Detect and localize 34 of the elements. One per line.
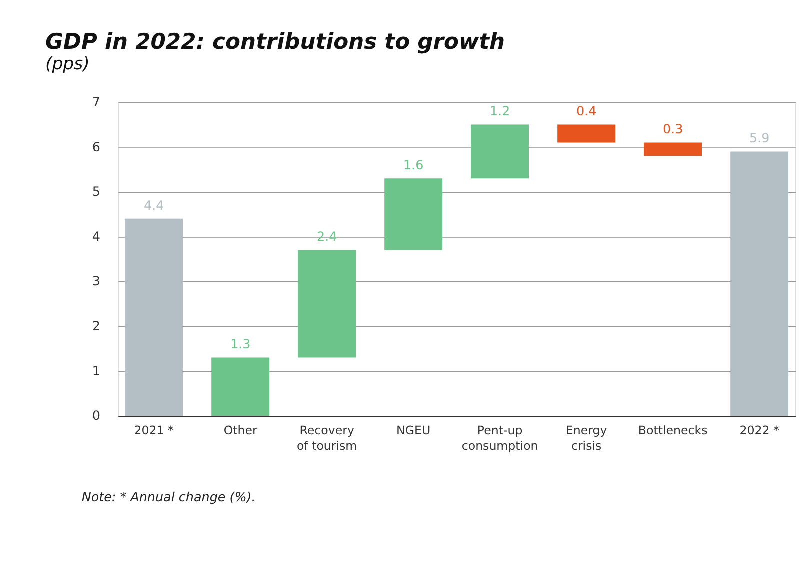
bar (644, 142, 702, 156)
y-tick-label: 6 (92, 139, 100, 154)
x-tick-label: Other (224, 424, 258, 438)
x-tick-label: Recovery of tourism (296, 424, 358, 454)
bar (125, 218, 184, 416)
y-tick-label: 2 (92, 318, 100, 334)
x-tick-label: Bottlenecks (638, 424, 708, 438)
data-label: 1.6 (403, 157, 424, 172)
y-tick-label: 7 (92, 94, 100, 110)
data-label: 1.3 (230, 336, 251, 352)
bar (384, 178, 443, 250)
y-tick-label: 0 (92, 408, 100, 424)
text: Note: * Annual change (%). (82, 490, 256, 504)
data-label: 5.9 (749, 130, 770, 146)
x-tick-label: 2021 * (134, 424, 174, 438)
bar (558, 124, 616, 143)
data-label: 0.4 (576, 104, 597, 119)
bar (730, 152, 789, 416)
y-tick-label: 1 (92, 363, 100, 378)
y-tick-label: 4 (92, 228, 100, 244)
chart-title: GDP in 2022: contributions to growth (45, 30, 506, 55)
x-tick-label: Pent-up consumption (462, 424, 538, 454)
y-tick-label: 5 (92, 184, 100, 200)
chart-subtitle: (pps) (45, 54, 90, 75)
x-tick-label: 2022 * (740, 424, 780, 438)
data-label: 4.4 (144, 198, 164, 213)
data-label: 1.2 (490, 104, 510, 119)
bar (212, 358, 270, 416)
y-tick-label: 3 (92, 274, 100, 289)
bar (298, 250, 356, 358)
data-label: 0.3 (662, 122, 684, 137)
x-tick-label: NGEU (396, 424, 431, 438)
bar (471, 124, 530, 179)
x-tick-label: Energy crisis (566, 424, 608, 454)
